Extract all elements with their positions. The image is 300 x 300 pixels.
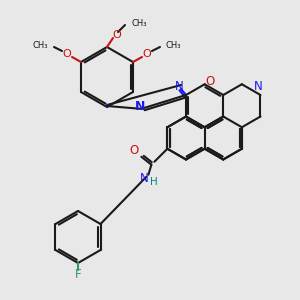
Text: H: H: [149, 177, 157, 187]
Text: O: O: [63, 49, 71, 59]
Text: F: F: [75, 268, 81, 281]
Text: N: N: [135, 100, 145, 112]
Text: N: N: [175, 80, 183, 94]
Text: CH₃: CH₃: [132, 19, 148, 28]
Text: O: O: [130, 144, 139, 157]
Text: CH₃: CH₃: [166, 40, 182, 50]
Text: N: N: [140, 172, 149, 185]
Text: O: O: [142, 49, 152, 59]
Text: N: N: [254, 80, 262, 93]
Text: CH₃: CH₃: [32, 40, 48, 50]
Text: O: O: [112, 30, 122, 40]
Text: O: O: [205, 75, 214, 88]
